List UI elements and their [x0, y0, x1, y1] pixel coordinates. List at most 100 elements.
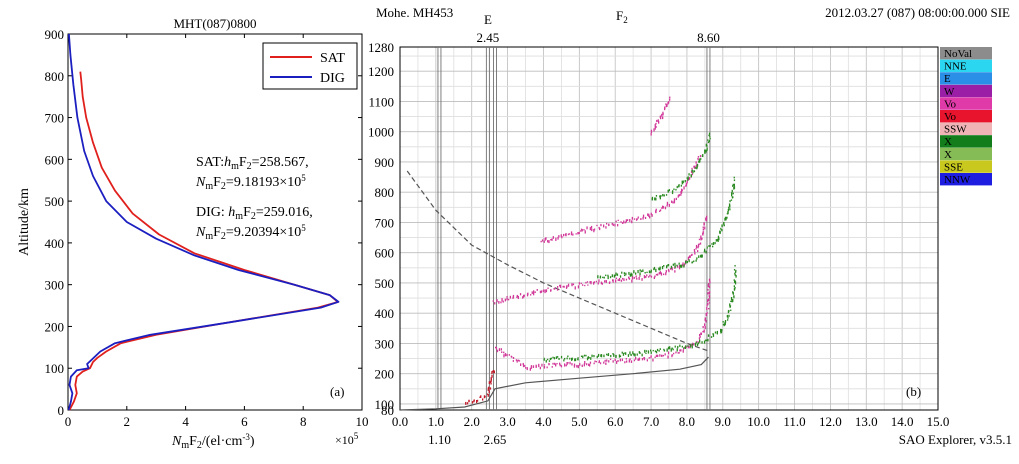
echo-point: [512, 294, 515, 298]
legend-label: X: [944, 136, 952, 148]
echo-point: [707, 139, 709, 141]
echo-point: [723, 323, 725, 327]
echo-point: [662, 113, 664, 116]
echo-point: [645, 276, 647, 279]
echo-point: [606, 353, 608, 356]
echo-point: [500, 348, 502, 351]
echo-point: [699, 159, 701, 163]
echo-point: [491, 374, 493, 378]
echo-point: [686, 177, 688, 179]
echo-point: [703, 329, 705, 333]
echo-point: [573, 365, 576, 368]
echo-point: [733, 285, 735, 288]
echo-point: [708, 302, 711, 304]
echo-point: [543, 357, 545, 361]
echo-point: [577, 232, 579, 235]
echo-point: [595, 280, 597, 283]
echo-point: [611, 222, 613, 225]
echo-point: [633, 270, 635, 274]
echo-point: [471, 401, 474, 404]
echo-point: [707, 302, 709, 306]
echo-point: [639, 269, 641, 272]
header-station: Mohe. MH453: [376, 5, 453, 20]
echo-point: [642, 269, 644, 273]
echo-point: [727, 211, 729, 213]
echo-point: [728, 206, 730, 209]
echo-point: [544, 289, 546, 294]
x-tick-label: 2: [124, 414, 131, 429]
echo-point: [599, 276, 601, 279]
legend-label: NNE: [944, 61, 967, 73]
echo-point: [548, 362, 550, 366]
echo-point: [721, 229, 723, 232]
echo-point: [655, 350, 658, 354]
echo-point: [555, 363, 557, 367]
echo-point: [694, 251, 696, 255]
echo-point: [651, 214, 653, 217]
echo-point: [734, 288, 736, 290]
echo-point: [706, 312, 708, 314]
echo-point: [579, 363, 581, 366]
echo-point: [512, 360, 514, 362]
echo-point: [559, 284, 561, 287]
echo-point: [732, 298, 734, 303]
echo-point: [634, 353, 636, 357]
echo-point: [727, 212, 729, 215]
y-tick-label: 300: [45, 278, 65, 293]
echo-point: [593, 229, 595, 233]
echo-point: [517, 295, 519, 300]
echo-point: [701, 155, 704, 158]
echo-point: [677, 345, 679, 349]
echo-point: [669, 98, 671, 101]
echo-point: [633, 359, 636, 362]
echo-point: [644, 272, 646, 274]
echo-point: [633, 353, 635, 356]
echo-point: [535, 365, 537, 368]
echo-point: [608, 223, 610, 227]
echo-point: [600, 223, 602, 227]
echo-point: [564, 357, 566, 360]
echo-point: [670, 348, 672, 352]
echo-point: [633, 218, 636, 220]
echo-point: [617, 360, 619, 362]
echo-point: [614, 223, 616, 227]
echo-point: [552, 362, 554, 365]
echo-point: [553, 357, 556, 360]
echo-point: [667, 264, 670, 266]
echo-point: [727, 208, 729, 212]
echo-point: [530, 365, 533, 368]
echo-point: [691, 169, 693, 172]
echo-point: [525, 367, 527, 369]
echo-point: [725, 217, 727, 221]
echo-point: [568, 233, 570, 235]
echo-point: [465, 401, 467, 405]
echo-point: [709, 137, 711, 140]
echo-point: [580, 230, 582, 232]
echo-point: [677, 194, 680, 197]
echo-point: [597, 355, 600, 357]
echo-point: [674, 265, 676, 269]
echo-point: [575, 233, 577, 235]
echo-point: [672, 263, 674, 266]
echo-point: [656, 119, 658, 123]
echo-point: [504, 298, 506, 302]
echo-point: [623, 278, 625, 282]
echo-point: [680, 184, 682, 187]
echo-point: [665, 194, 668, 196]
echo-trace: [597, 176, 736, 280]
echo-point: [726, 314, 728, 318]
echo-point: [654, 275, 656, 278]
echo-point: [632, 351, 634, 355]
echo-point: [729, 303, 731, 307]
echo-point: [729, 208, 731, 211]
x-tick-label: 0: [65, 414, 72, 429]
echo-point: [706, 147, 708, 151]
echo-point: [667, 268, 670, 272]
echo-point: [668, 270, 670, 273]
x-tick-label: 11.0: [783, 414, 805, 429]
echo-point: [678, 352, 680, 354]
echo-point: [544, 289, 546, 292]
echo-point: [612, 279, 614, 282]
echo-point: [484, 395, 486, 398]
legend-label: W: [944, 86, 955, 98]
